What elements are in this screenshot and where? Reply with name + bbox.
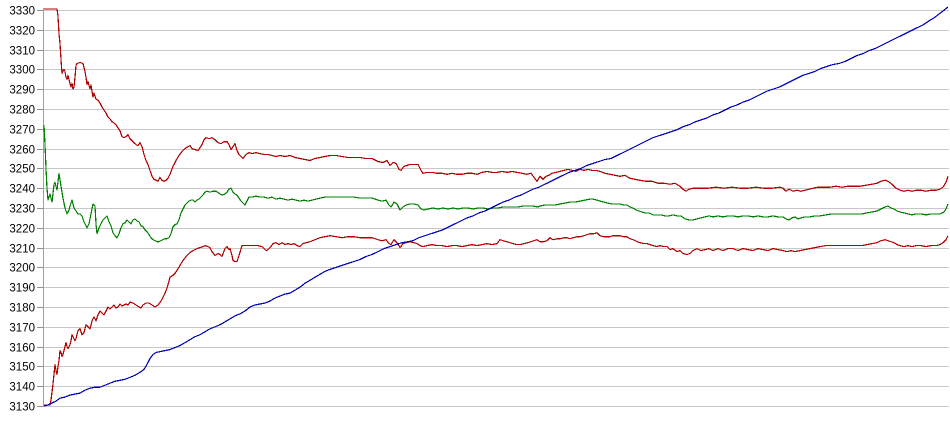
y-axis-label: 3290 (9, 85, 35, 97)
series-line-trend-line (43, 6, 949, 407)
y-axis-label: 3230 (9, 204, 35, 216)
y-axis-label: 3200 (9, 263, 35, 275)
series-line-middle-line (43, 124, 949, 243)
y-axis-label: 3210 (9, 244, 35, 256)
y-axis-label: 3250 (9, 164, 35, 176)
y-axis-label: 3140 (9, 382, 35, 394)
y-axis-label: 3300 (9, 65, 35, 77)
y-axis-label: 3270 (9, 125, 35, 137)
y-axis-label: 3280 (9, 105, 35, 117)
y-axis-label: 3260 (9, 145, 35, 157)
y-axis-label: 3170 (9, 323, 35, 335)
y-axis-label: 3150 (9, 362, 35, 374)
y-axis-label: 3220 (9, 224, 35, 236)
y-axis-label: 3180 (9, 303, 35, 315)
y-axis-label: 3310 (9, 46, 35, 58)
series-line-lower-band (44, 232, 949, 406)
y-axis-label: 3130 (9, 402, 35, 414)
y-axis-label: 3190 (9, 283, 35, 295)
y-axis-label: 3160 (9, 343, 35, 355)
y-axis-label: 3330 (9, 6, 35, 18)
y-axis-label: 3240 (9, 184, 35, 196)
series-line-upper-band (44, 8, 949, 192)
y-axis-label: 3320 (9, 26, 35, 38)
